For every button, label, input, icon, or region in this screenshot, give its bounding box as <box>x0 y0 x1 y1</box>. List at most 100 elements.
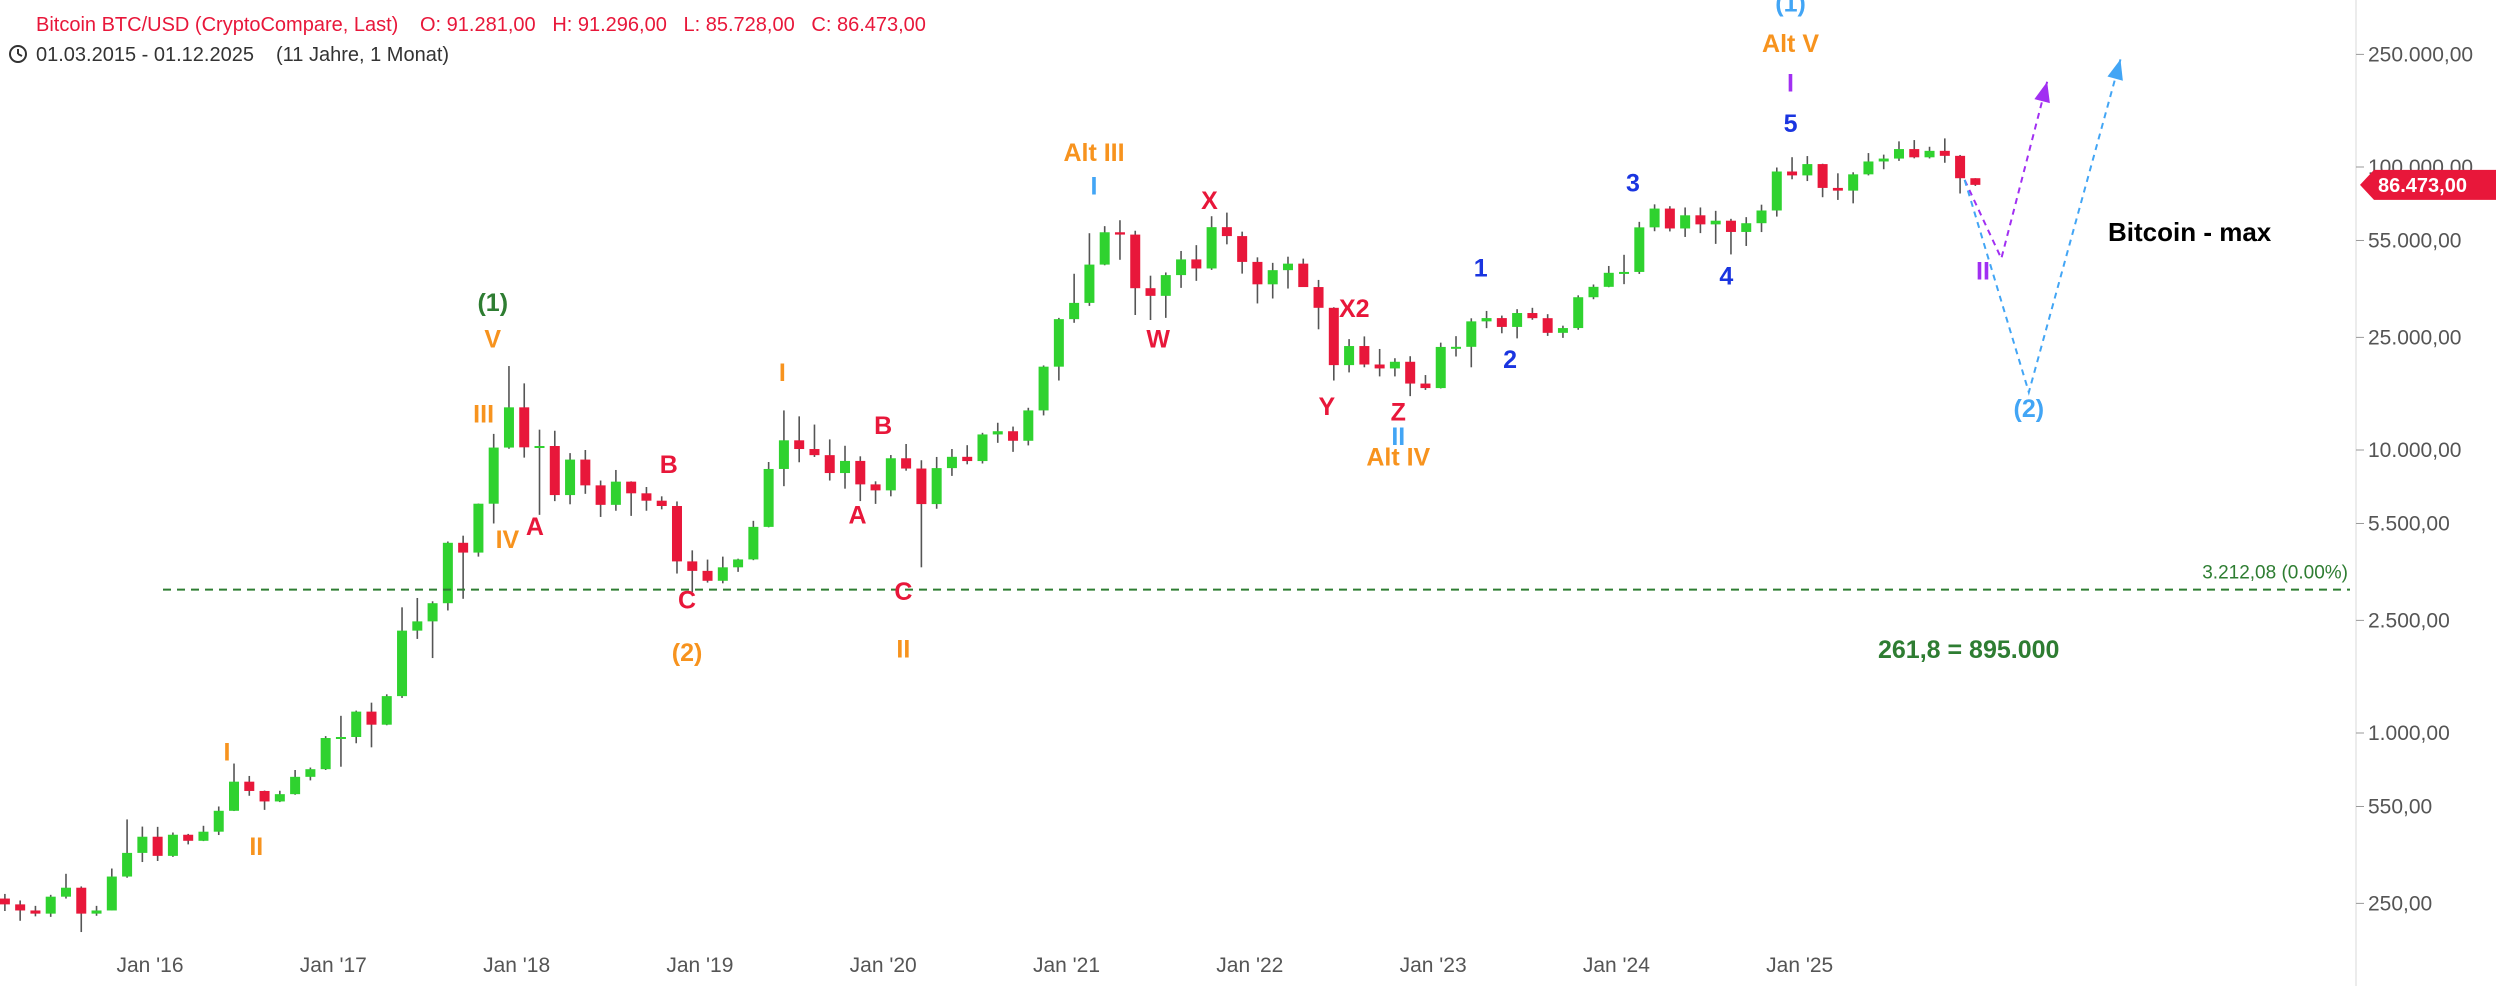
candle-body[interactable] <box>1649 208 1660 228</box>
candle-body[interactable] <box>1023 410 1034 441</box>
candle-body[interactable] <box>809 449 820 456</box>
candle-body[interactable] <box>1817 164 1828 188</box>
candle-body[interactable] <box>335 736 346 739</box>
candle-body[interactable] <box>1481 318 1492 322</box>
candle-body[interactable] <box>488 447 499 504</box>
candle-body[interactable] <box>733 559 744 568</box>
candle-body[interactable] <box>1313 287 1324 308</box>
candle-body[interactable] <box>1664 208 1675 229</box>
candle-body[interactable] <box>1237 236 1248 262</box>
candle-body[interactable] <box>1924 150 1935 158</box>
candle-body[interactable] <box>0 898 10 905</box>
candle-body[interactable] <box>1069 302 1080 320</box>
candle-body[interactable] <box>1191 259 1202 269</box>
candle-body[interactable] <box>1451 346 1462 349</box>
candle-body[interactable] <box>1909 149 1920 158</box>
candle-body[interactable] <box>167 834 178 856</box>
candle-body[interactable] <box>1374 364 1385 369</box>
candle-body[interactable] <box>60 887 71 897</box>
candle-body[interactable] <box>840 460 851 474</box>
candle-body[interactable] <box>519 407 530 448</box>
candle-body[interactable] <box>305 769 316 777</box>
candle-body[interactable] <box>1557 328 1568 333</box>
candle-body[interactable] <box>595 485 606 505</box>
candle-body[interactable] <box>76 887 87 914</box>
candle-body[interactable] <box>855 460 866 485</box>
candle-body[interactable] <box>580 459 591 486</box>
candle-body[interactable] <box>244 781 255 791</box>
candle-body[interactable] <box>1573 297 1584 329</box>
candle-body[interactable] <box>122 852 133 877</box>
candle-body[interactable] <box>259 790 270 802</box>
candle-body[interactable] <box>198 831 209 841</box>
candle-body[interactable] <box>885 458 896 491</box>
candle-body[interactable] <box>503 407 514 448</box>
candle-body[interactable] <box>1145 288 1156 296</box>
candle-body[interactable] <box>397 630 408 697</box>
candle-body[interactable] <box>610 481 621 505</box>
candle-body[interactable] <box>534 446 545 449</box>
candle-body[interactable] <box>549 446 560 496</box>
candle-body[interactable] <box>1527 313 1538 319</box>
candle-body[interactable] <box>106 876 117 911</box>
candle-body[interactable] <box>1267 270 1278 285</box>
candle-body[interactable] <box>1298 263 1309 288</box>
candle-body[interactable] <box>320 738 331 770</box>
candle-body[interactable] <box>183 834 194 841</box>
candle-body[interactable] <box>702 570 713 581</box>
candle-body[interactable] <box>1282 263 1293 271</box>
candle-body[interactable] <box>717 567 728 581</box>
candle-body[interactable] <box>152 836 163 856</box>
candle-body[interactable] <box>1603 272 1614 287</box>
candle-body[interactable] <box>15 904 26 911</box>
candle-body[interactable] <box>1496 318 1507 327</box>
candle-body[interactable] <box>916 468 927 505</box>
candle-body[interactable] <box>901 458 912 469</box>
candle-body[interactable] <box>626 481 637 494</box>
candle-body[interactable] <box>1771 171 1782 211</box>
candle-body[interactable] <box>748 526 759 560</box>
candle-body[interactable] <box>962 456 973 462</box>
candle-body[interactable] <box>1359 346 1370 365</box>
candle-body[interactable] <box>427 603 438 622</box>
candle-body[interactable] <box>381 696 392 725</box>
candle-body[interactable] <box>1878 158 1889 162</box>
candle-body[interactable] <box>1893 149 1904 159</box>
candle-body[interactable] <box>1802 164 1813 176</box>
candle-body[interactable] <box>1939 150 1950 156</box>
candle-body[interactable] <box>1114 232 1125 235</box>
candle-body[interactable] <box>458 542 469 553</box>
candle-body[interactable] <box>1221 227 1232 237</box>
candle-body[interactable] <box>977 434 988 462</box>
candle-body[interactable] <box>671 506 682 562</box>
candle-body[interactable] <box>641 493 652 501</box>
candle-body[interactable] <box>1955 155 1966 179</box>
candle-body[interactable] <box>1130 234 1141 289</box>
candle-body[interactable] <box>778 440 789 469</box>
candle-body[interactable] <box>1710 220 1721 225</box>
candle-body[interactable] <box>1344 346 1355 366</box>
candle-body[interactable] <box>213 810 224 832</box>
candle-body[interactable] <box>1435 346 1446 389</box>
candle-body[interactable] <box>824 455 835 474</box>
candle-body[interactable] <box>137 836 148 853</box>
candle-body[interactable] <box>1741 223 1752 232</box>
candle-body[interactable] <box>1832 187 1843 191</box>
candle-body[interactable] <box>1848 174 1859 191</box>
candle-body[interactable] <box>656 500 667 507</box>
candle-body[interactable] <box>1160 275 1171 296</box>
candle-body[interactable] <box>1619 271 1630 274</box>
candle-body[interactable] <box>1099 232 1110 265</box>
candle-body[interactable] <box>1725 220 1736 232</box>
candle-body[interactable] <box>1863 161 1874 175</box>
candle-body[interactable] <box>1084 264 1095 303</box>
candle-body[interactable] <box>870 484 881 491</box>
candle-body[interactable] <box>946 456 957 469</box>
candle-body[interactable] <box>1756 210 1767 224</box>
candle-body[interactable] <box>565 459 576 496</box>
candle-body[interactable] <box>1680 215 1691 229</box>
candle-body[interactable] <box>1512 313 1523 327</box>
candle-body[interactable] <box>351 711 362 737</box>
candle-body[interactable] <box>473 503 484 553</box>
